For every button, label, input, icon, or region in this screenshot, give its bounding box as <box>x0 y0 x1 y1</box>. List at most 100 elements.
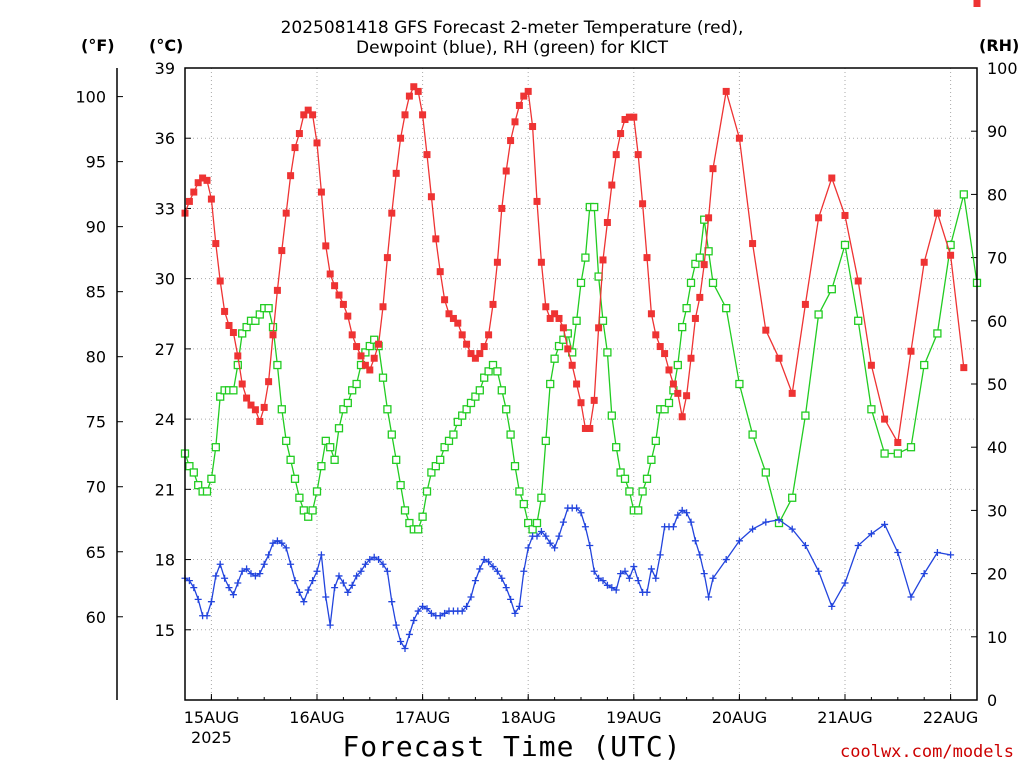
dewpoint-point <box>251 572 259 580</box>
temperature-point <box>326 270 334 278</box>
dewpoint-point <box>630 563 638 571</box>
celsius-tick-label: 36 <box>155 129 175 148</box>
temperature-point <box>960 364 968 372</box>
temperature-point <box>691 314 699 322</box>
plot-frame <box>184 67 978 701</box>
temperature-point <box>247 401 255 409</box>
temperature-point <box>445 310 453 318</box>
temperature-point <box>551 310 559 318</box>
temperature-point <box>366 366 374 374</box>
rh-point <box>370 335 379 344</box>
temperature-point <box>485 331 493 339</box>
temperature-point <box>559 324 567 332</box>
rh-point <box>202 487 212 496</box>
rh-point <box>598 316 608 325</box>
temperature-point <box>590 396 598 404</box>
temperature-point <box>722 87 730 95</box>
dewpoint-point <box>326 621 334 629</box>
dewpoint-point <box>551 544 559 552</box>
temperature-point <box>489 300 497 308</box>
rh-point <box>502 405 511 414</box>
rh-point <box>484 367 493 376</box>
temperature-point <box>573 380 581 388</box>
rh-point <box>625 487 634 496</box>
rh-point <box>466 398 476 408</box>
rh-point <box>277 405 286 414</box>
dewpoint-point <box>383 567 391 575</box>
rh-point <box>255 310 264 319</box>
temperature-point <box>696 293 704 301</box>
dewpoint-point <box>775 516 783 524</box>
x-axis-title: Forecast Time (UTC) <box>342 730 682 763</box>
temperature-point <box>401 111 409 119</box>
temperature-point <box>423 151 431 159</box>
rh-point <box>185 462 194 471</box>
rh-point <box>361 348 370 357</box>
temperature-point <box>603 218 611 226</box>
temperature-point <box>749 240 757 248</box>
dewpoint-point <box>595 574 603 582</box>
rh-point <box>387 430 396 439</box>
dewpoint-point <box>366 556 374 564</box>
dewpoint-point <box>238 567 246 575</box>
rh-tick-label: 20 <box>987 565 1007 584</box>
rh-point <box>524 518 533 528</box>
rh-point <box>282 436 291 446</box>
rh-point <box>893 449 902 458</box>
temperature-point <box>335 291 343 299</box>
temperature-point <box>529 123 537 131</box>
rh-line <box>184 194 978 531</box>
celsius-tick-label: 15 <box>155 621 175 640</box>
rh-point <box>515 487 524 496</box>
temperature-point <box>216 277 224 285</box>
dewpoint-point <box>625 574 633 582</box>
dewpoint-point <box>353 572 361 580</box>
rh-point <box>691 259 700 269</box>
dewpoint-point <box>458 607 466 615</box>
dewpoint-point <box>621 567 629 575</box>
rh-point <box>480 373 489 382</box>
rh-point <box>634 506 643 515</box>
dewpoint-point <box>194 595 202 603</box>
rh-tick-label: 60 <box>987 312 1007 331</box>
dewpoint-point <box>436 612 444 620</box>
rh-point <box>673 360 682 370</box>
rh-point <box>317 462 326 471</box>
celsius-tick-label: 30 <box>155 270 175 289</box>
rh-point <box>572 316 581 325</box>
rh-point <box>273 360 282 370</box>
dewpoint-point <box>581 523 589 531</box>
rh-point <box>330 455 339 464</box>
dewpoint-point <box>524 544 532 552</box>
rh-point <box>436 455 445 464</box>
dewpoint-point <box>344 588 352 596</box>
temperature-point <box>683 392 691 400</box>
dewpoint-point <box>304 586 312 594</box>
rh-point <box>748 430 757 439</box>
rh-point <box>532 518 542 528</box>
temperature-point <box>291 144 299 152</box>
temperature-point <box>656 343 664 351</box>
temperature-point <box>353 343 361 351</box>
dewpoint-point <box>674 511 682 519</box>
temperature-point <box>493 258 501 266</box>
rh-tick-label: 10 <box>987 628 1007 647</box>
dewpoint-point <box>502 584 510 592</box>
temperature-point <box>788 389 796 397</box>
dewpoint-point <box>397 637 405 645</box>
rh-point <box>189 468 198 477</box>
x-tick-label: 19AUG <box>606 708 661 727</box>
dewpoint-point <box>370 553 378 561</box>
temperature-point <box>476 350 484 358</box>
rh-point <box>682 304 691 313</box>
dewpoint-point <box>185 577 193 585</box>
temperature-point <box>388 209 396 217</box>
temperature-point <box>221 307 229 315</box>
dewpoint-point <box>229 591 237 599</box>
fahrenheit-tick-label: 80 <box>86 348 106 367</box>
temperature-point <box>357 352 365 360</box>
temperature-point <box>700 261 708 269</box>
rh-point <box>251 316 260 325</box>
dewpoint-point <box>476 565 484 573</box>
x-tick-sublabel: 2025 <box>191 728 232 747</box>
